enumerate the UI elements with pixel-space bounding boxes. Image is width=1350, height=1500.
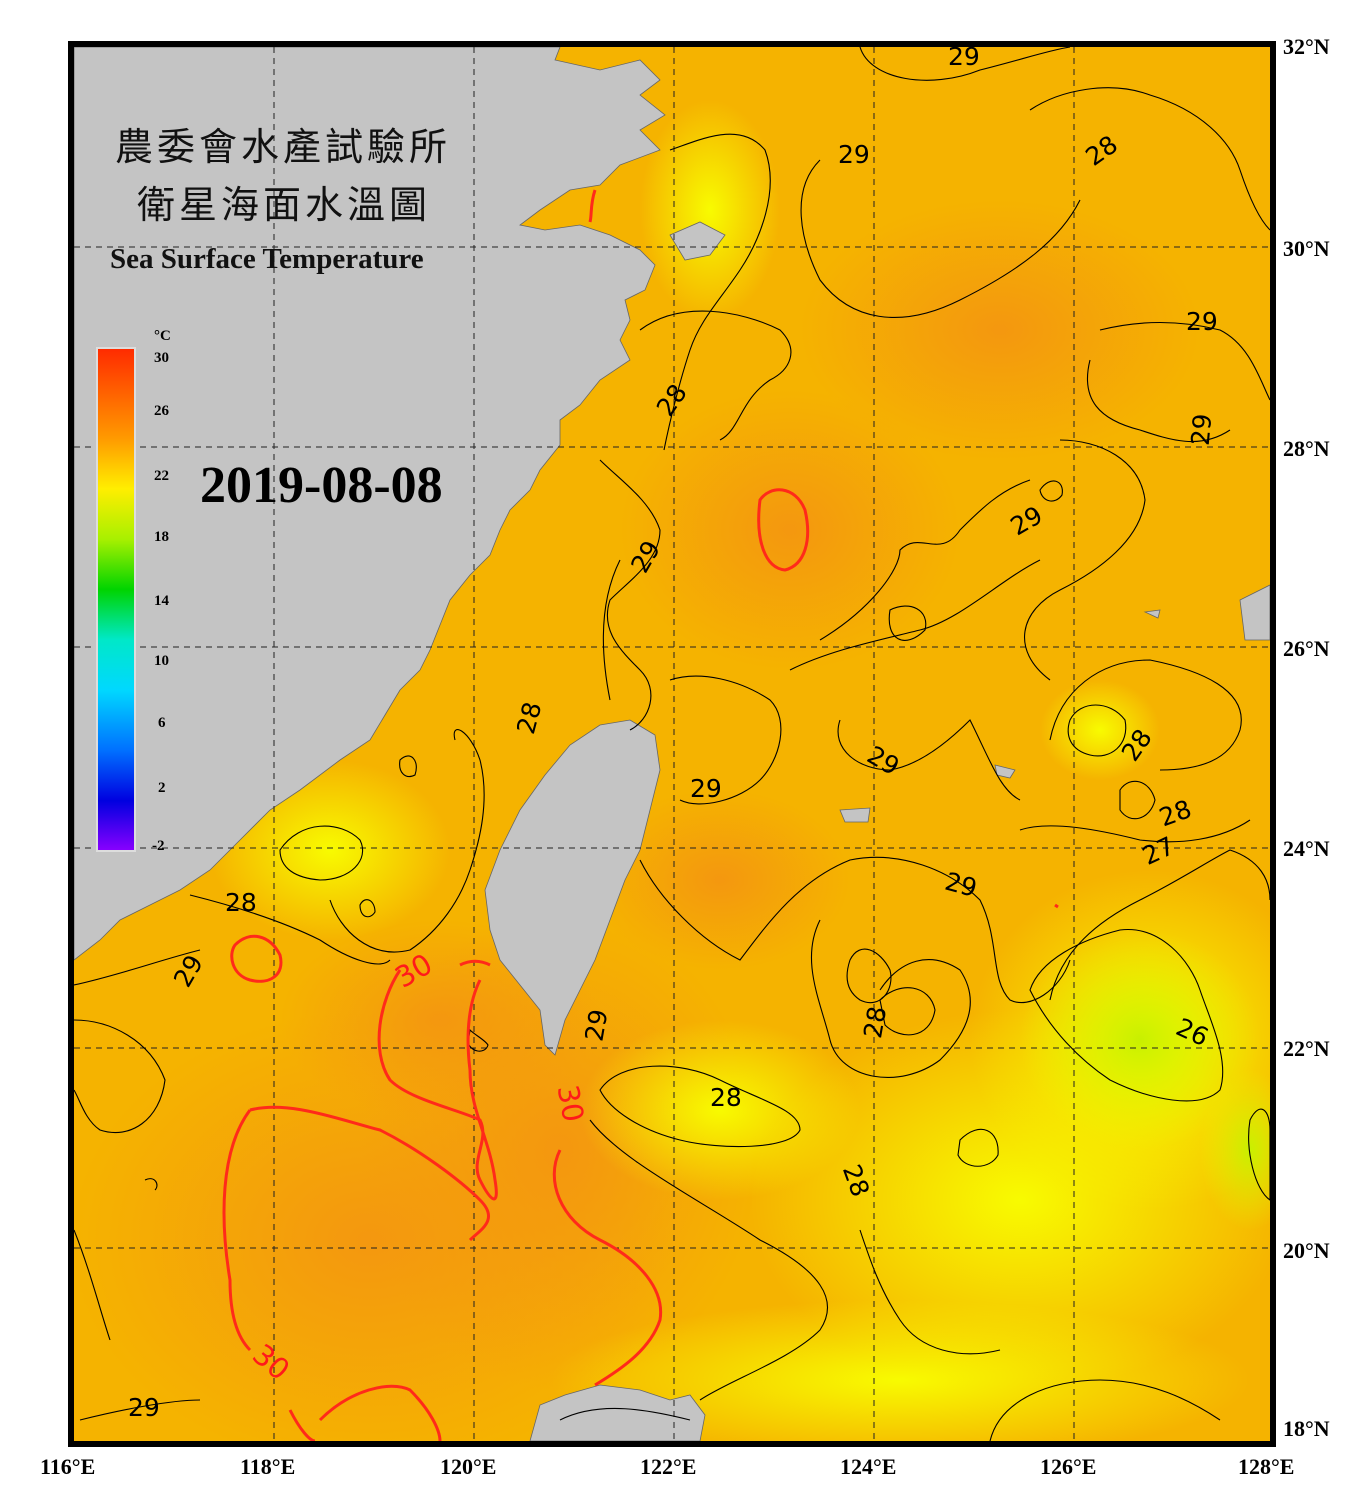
colorbar-tick: 2 <box>158 780 166 796</box>
map-frame <box>68 41 1276 1447</box>
contour-label: 29 <box>838 140 870 169</box>
taiwan <box>484 719 661 1056</box>
colorbar-tick: 26 <box>154 403 170 419</box>
date-label: 2019-08-08 <box>200 457 443 514</box>
colorbar-tick: 14 <box>154 593 170 609</box>
zhoushan-islands <box>669 221 726 261</box>
lat-label: 20°N <box>1283 1238 1330 1263</box>
title-zh-map: 衛星海面水溫圖 <box>137 183 431 227</box>
contour-label: 29 <box>690 774 722 803</box>
contour-label-30: 30 <box>551 1082 591 1124</box>
lon-label: 122°E <box>640 1454 696 1479</box>
lat-label: 24°N <box>1283 836 1330 861</box>
okinawa <box>1239 584 1270 641</box>
mainland-china <box>74 47 666 961</box>
lon-label: 126°E <box>1040 1454 1096 1479</box>
lon-label: 120°E <box>440 1454 496 1479</box>
colorbar-ramp <box>96 347 136 852</box>
lon-label: 118°E <box>240 1454 295 1479</box>
colorbar-tick: 18 <box>154 529 169 545</box>
contour-label: 29 <box>1186 413 1218 447</box>
longitude-labels: 116°E 118°E 120°E 122°E 124°E 126°E 128°… <box>40 1454 1294 1479</box>
contour-label: 29 <box>580 1007 614 1043</box>
lon-label: 116°E <box>40 1454 95 1479</box>
graticule <box>74 47 1270 1441</box>
colorbar-tick: 10 <box>154 653 169 669</box>
colorbar: °C 30 26 22 18 14 10 6 2 -2 <box>96 328 171 854</box>
lon-label: 128°E <box>1238 1454 1294 1479</box>
colorbar-tick: 30 <box>154 350 169 366</box>
colorbar-tick: 6 <box>158 715 166 731</box>
contour-label: 28 <box>710 1083 742 1112</box>
lat-label: 28°N <box>1283 436 1330 461</box>
colorbar-tick: 22 <box>154 468 169 484</box>
contour-label: 29 <box>128 1393 160 1422</box>
lat-label: 22°N <box>1283 1036 1330 1061</box>
lat-label: 26°N <box>1283 636 1330 661</box>
yaeyama-islands <box>839 807 871 823</box>
lat-label: 18°N <box>1283 1416 1330 1441</box>
title-en: Sea Surface Temperature <box>110 243 424 275</box>
contour-label: 28 <box>858 1004 892 1040</box>
land <box>74 47 1270 1441</box>
colorbar-tick: -2 <box>152 838 165 854</box>
isotherms <box>74 47 1270 1441</box>
small-island <box>1143 609 1161 619</box>
isotherm-30 <box>222 189 1059 1441</box>
contour-label: 28 <box>225 888 257 917</box>
miyako-island <box>994 764 1016 779</box>
lat-label: 30°N <box>1283 236 1330 261</box>
contour-label: 29 <box>1186 307 1218 336</box>
lon-label: 124°E <box>840 1454 896 1479</box>
luzon <box>529 1384 706 1441</box>
colorbar-unit: °C <box>154 328 171 344</box>
sea-field <box>74 47 1270 1441</box>
title-zh-institute: 農委會水產試驗所 <box>115 125 451 169</box>
lat-label: 32°N <box>1283 34 1330 59</box>
latitude-labels: 32°N 30°N 28°N 26°N 24°N 22°N 20°N 18°N <box>1283 34 1330 1441</box>
